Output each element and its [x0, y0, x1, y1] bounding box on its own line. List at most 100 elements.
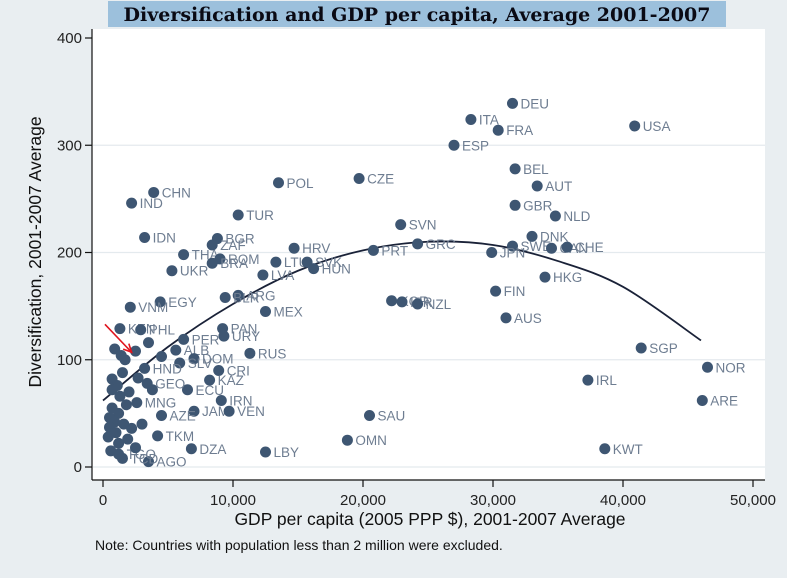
y-tick-label: 100: [57, 352, 82, 369]
point-label: DEU: [521, 96, 550, 111]
point-marker: [288, 242, 300, 254]
quadratic-fit-line: [102, 240, 702, 402]
data-point-lva: LVA: [257, 268, 294, 283]
point-label: LTU: [284, 255, 309, 270]
data-point-alb: ALB: [170, 343, 209, 358]
point-marker: [509, 163, 521, 175]
point-label: LVA: [271, 268, 295, 283]
data-point: [126, 422, 138, 434]
point-label: RUS: [258, 346, 287, 361]
point-marker: [257, 269, 269, 281]
point-marker: [136, 418, 148, 430]
point-marker: [412, 238, 424, 250]
point-marker: [174, 357, 186, 369]
point-label: DNK: [540, 229, 569, 244]
point-marker: [232, 289, 244, 301]
point-marker: [364, 410, 375, 422]
point-marker: [507, 240, 518, 252]
point-marker: [273, 177, 284, 189]
point-marker: [206, 257, 218, 269]
point-marker: [132, 372, 144, 384]
point-marker: [113, 437, 125, 449]
data-point-ecu: ECU: [182, 383, 224, 398]
x-tick-label: 10,000: [210, 492, 256, 509]
point-marker: [448, 139, 460, 151]
point-label: NZL: [426, 297, 452, 312]
point-marker: [244, 347, 256, 359]
point-marker: [702, 361, 713, 373]
point-marker: [143, 337, 154, 349]
data-point-ind: IND: [126, 196, 163, 211]
data-point-phl: PHL: [135, 323, 175, 338]
data-point-tur: TUR: [232, 208, 274, 223]
data-point-are: ARE: [696, 394, 738, 409]
data-point-geo: GEO: [141, 376, 185, 391]
x-axis-ticks: 0 10,000 20,000 30,000 40,000 50,000: [99, 480, 776, 509]
red-arrow-annotation: [104, 323, 133, 354]
point-label: PER: [192, 332, 220, 347]
chart-title: Diversification and GDP per capita, Aver…: [124, 4, 711, 26]
point-marker: [490, 285, 502, 297]
point-marker: [185, 443, 197, 455]
point-label: AUT: [545, 179, 572, 194]
data-point: [130, 345, 141, 357]
data-point: [120, 399, 132, 411]
point-label: CRI: [227, 363, 250, 378]
point-label: DOM: [202, 352, 234, 367]
point-marker: [119, 354, 131, 366]
data-point-hun: HUN: [308, 262, 351, 277]
plot-area: [92, 29, 765, 480]
arrow-head: [122, 343, 133, 354]
data-point-aus: AUS: [500, 311, 542, 326]
point-marker: [146, 384, 158, 396]
point-label: BEL: [523, 162, 549, 177]
point-marker: [204, 374, 216, 386]
point-marker: [182, 384, 193, 396]
arrow-shaft: [104, 323, 133, 353]
data-point: [143, 337, 154, 349]
point-marker: [217, 323, 229, 335]
data-point: [105, 445, 117, 457]
data-point: [102, 431, 114, 443]
point-marker: [213, 364, 225, 376]
point-marker: [308, 263, 320, 275]
point-marker: [117, 367, 128, 379]
point-label: SWE: [521, 239, 552, 254]
data-point-idn: IDN: [139, 230, 176, 245]
data-point-ven: VEN: [223, 404, 265, 419]
data-point-hrv: HRV: [288, 241, 330, 256]
data-point-fin: FIN: [490, 284, 525, 299]
point-label: AUS: [514, 311, 542, 326]
point-label: NLD: [563, 209, 590, 224]
point-marker: [561, 241, 573, 253]
point-marker: [130, 442, 141, 454]
data-point-grc: GRC: [412, 237, 456, 252]
point-marker: [507, 97, 518, 109]
data-point: [119, 354, 131, 366]
point-label: HND: [153, 361, 182, 376]
data-point-mex: MEX: [260, 304, 303, 319]
data-point: [146, 384, 158, 396]
point-label: POL: [287, 176, 315, 191]
point-marker: [154, 296, 166, 308]
data-point-kwt: KWT: [599, 442, 643, 457]
data-point-dnk: DNK: [526, 229, 569, 244]
data-point-irn: IRN: [215, 394, 253, 409]
gridlines: [93, 144, 765, 468]
point-label: USA: [643, 119, 671, 134]
data-point-deu: DEU: [507, 96, 549, 111]
data-point-dza: DZA: [185, 442, 226, 457]
data-point-kaz: KAZ: [204, 373, 244, 388]
point-marker: [260, 446, 271, 458]
data-point-slv: SLV: [174, 356, 212, 371]
data-point-vnm: VNM: [124, 300, 168, 315]
point-marker: [178, 249, 190, 261]
data-point: [113, 437, 125, 449]
point-label: NOR: [716, 360, 746, 375]
point-marker: [117, 452, 128, 464]
data-point-bra: BRA: [206, 256, 248, 271]
point-label: MNG: [145, 396, 177, 411]
data-point-ago: AGO: [143, 455, 187, 470]
point-marker: [696, 395, 708, 407]
point-marker: [396, 296, 408, 308]
